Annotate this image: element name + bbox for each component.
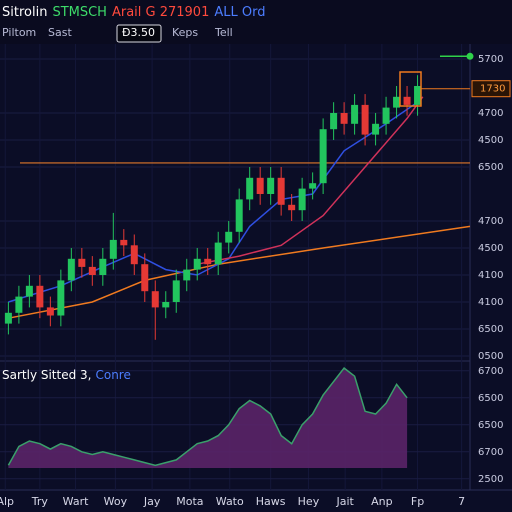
candle-body [256,177,264,194]
x-tick-label: Jait [335,495,354,508]
candle-body [193,258,201,270]
candle-body [246,177,254,200]
candle-body [403,96,411,105]
candle-body [214,242,222,265]
x-tick-label: Fp [411,495,424,508]
candle-body [46,307,54,316]
volume-line [7,367,408,467]
candle-body [57,280,65,316]
candle-body [267,177,275,194]
panel-title: Sartly Sitted 3, Conre [2,368,131,382]
x-tick-label: Alp [0,495,14,508]
candle-body [36,285,44,308]
x-tick-label: Haws [256,495,286,508]
candle-body [372,123,380,135]
candle-body [298,188,306,211]
price-tag-label: 1730 [480,84,505,95]
candle-body [225,231,233,243]
x-tick-label: Try [31,495,49,508]
x-tick-label: Woy [104,495,128,508]
candle-body [340,113,348,124]
candle-body [319,129,327,184]
candle-body [393,96,401,108]
candle-body [120,239,128,246]
y-tick-label: 6500 [478,393,503,404]
candle-body [25,285,33,297]
candle-body [309,183,317,189]
title-part: STMSCH [52,5,107,20]
y-tick-label: 6500 [478,162,503,173]
candle-body [141,264,149,292]
y-tick-label: 4100 [478,297,503,308]
toolbar-item[interactable]: Ð3.50 [122,26,155,39]
title-part: ALL Ord [214,5,265,20]
candle-body [361,104,369,135]
x-tick-label: Wart [63,495,89,508]
header-bar [0,0,512,44]
x-tick-label: 7 [458,495,465,508]
candle-body [172,280,180,302]
candle-body [109,239,117,259]
header: Sitrolin STMSCH Arail G 271901 ALL Ord Pilto… [2,5,265,43]
candle-body [99,258,107,275]
candle-body [235,199,243,232]
toolbar-item[interactable]: Piltom [2,26,36,39]
candle-body [183,269,191,281]
y-tick-label: 6500 [478,324,503,335]
x-tick-label: Hey [298,495,320,508]
y-tick-label: 0500 [478,351,503,362]
x-tick-label: Anp [371,495,392,508]
moving-average [197,96,424,265]
candle-body [67,258,75,281]
y-tick-label: 5700 [478,54,503,65]
x-tick-label: Jay [143,495,161,508]
marker-dot [466,52,474,60]
title-part: Arail G 271901 [112,5,209,20]
candle-body [151,291,159,308]
header-title: Sitrolin STMSCH Arail G 271901 ALL Ord [2,5,265,20]
candle-body [382,107,390,124]
candle-body [277,177,285,205]
candle-body [130,245,138,265]
volume-area [8,368,408,468]
title-part: Sartly Sitted 3, [2,368,91,382]
y-tick-label: 4500 [478,135,503,146]
toolbar-item[interactable]: Sast [48,26,72,39]
y-tick-label: 6700 [478,366,503,377]
y-tick-label: 4500 [478,243,503,254]
price-tag-box [471,80,511,98]
candle-body [15,296,23,313]
title-part: Conre [95,368,130,382]
y-tick-label: 4100 [478,270,503,281]
candle-body [204,258,212,265]
price-box [116,24,162,43]
y-tick-label: 4700 [478,108,503,119]
candle-body [351,104,359,124]
candle-body [330,113,338,130]
y-tick-label: 4700 [478,216,503,227]
candle-body [288,204,296,211]
x-tick-label: Wato [216,495,244,508]
candle-body [4,312,12,324]
candle-body [78,258,86,267]
volume-panel: 2500 6700 6500 6500 6700 Sartly Sitted 3, Conr… [0,366,503,485]
candle-body [414,86,422,105]
candle-body [88,266,96,275]
candle-body [162,302,170,308]
toolbar-item[interactable]: Tell [214,26,233,39]
y-tick-label: 6500 [478,420,503,431]
y-tick-label: 6700 [478,447,503,458]
title-part: Sitrolin [2,5,47,20]
x-tick-label: Mota [176,495,203,508]
price-panel: 0500 6500 4100 4100 4500 4700 6500 4500 4700 5700… [0,44,511,508]
highlight-box [399,71,422,107]
y-tick-label: 2500 [478,474,503,485]
toolbar-item[interactable]: Keps [172,26,198,39]
